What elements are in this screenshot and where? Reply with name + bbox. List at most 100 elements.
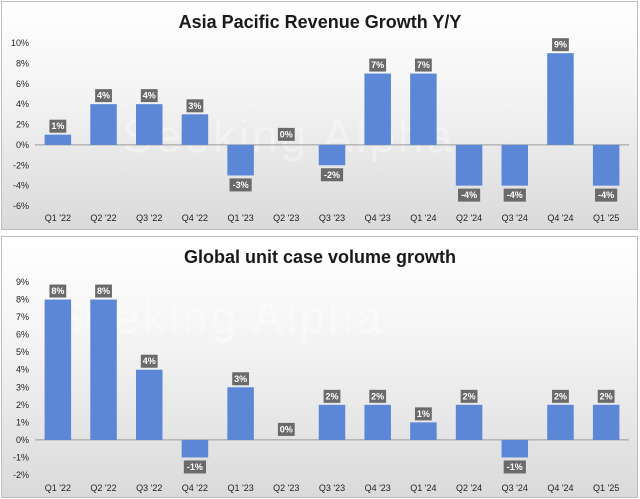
data-label: 2% — [325, 391, 338, 401]
data-label-box — [95, 89, 112, 103]
y-tick-label: 8% — [16, 295, 29, 305]
data-label-box — [595, 188, 618, 202]
chart-title: Global unit case volume growth — [184, 247, 456, 267]
data-label-box — [49, 119, 67, 133]
data-label-box — [414, 407, 432, 421]
data-label: 9% — [554, 40, 567, 50]
y-tick-label: -1% — [13, 452, 29, 462]
data-label: 8% — [97, 286, 110, 296]
y-tick-label: 10% — [11, 38, 29, 48]
x-tick-label: Q1 '23 — [227, 213, 253, 223]
x-tick-label: Q2 '24 — [456, 483, 482, 493]
y-tick-label: 2% — [16, 120, 29, 130]
x-tick-label: Q1 '25 — [593, 483, 619, 493]
x-tick-label: Q3 '24 — [502, 483, 528, 493]
x-tick-label: Q1 '24 — [410, 483, 436, 493]
x-tick-label: Q1 '25 — [593, 213, 619, 223]
data-label: 8% — [51, 286, 64, 296]
bar — [501, 439, 529, 458]
x-tick-label: Q4 '24 — [547, 213, 573, 223]
x-tick-label: Q3 '23 — [319, 213, 345, 223]
x-tick-label: Q4 '23 — [365, 213, 391, 223]
data-label: 0% — [280, 129, 293, 139]
chart-title: Asia Pacific Revenue Growth Y/Y — [179, 12, 462, 32]
data-label: -1% — [507, 462, 523, 472]
x-tick-label: Q2 '23 — [273, 483, 299, 493]
bar — [547, 404, 574, 440]
x-tick-label: Q1 '22 — [45, 483, 71, 493]
y-tick-label: 9% — [16, 277, 29, 287]
data-label: -2% — [324, 170, 340, 180]
data-label-box — [232, 372, 250, 386]
x-tick-label: Q1 '22 — [45, 213, 71, 223]
data-label: 7% — [417, 60, 430, 70]
data-label-box — [369, 389, 387, 403]
y-tick-label: 0% — [16, 140, 29, 150]
data-label: 1% — [51, 121, 64, 131]
x-tick-label: Q1 '23 — [227, 483, 253, 493]
y-tick-label: 3% — [16, 382, 29, 392]
y-tick-label: 5% — [16, 347, 29, 357]
bar — [501, 144, 529, 186]
data-label: 2% — [371, 391, 384, 401]
data-label-box — [320, 168, 344, 182]
y-tick-label: 8% — [16, 58, 29, 68]
y-tick-label: 6% — [16, 79, 29, 89]
bar — [135, 104, 163, 145]
y-tick-label: -2% — [13, 160, 29, 170]
data-label: 4% — [97, 91, 110, 101]
x-tick-label: Q4 '22 — [182, 213, 208, 223]
y-tick-label: 4% — [16, 99, 29, 109]
x-tick-label: Q4 '24 — [547, 483, 573, 493]
bar — [592, 144, 620, 186]
bar — [592, 404, 620, 440]
data-label-box — [95, 284, 112, 298]
data-label-box — [49, 284, 67, 298]
bar — [455, 404, 483, 440]
data-label-box — [183, 460, 207, 474]
data-label-box — [503, 460, 526, 474]
y-tick-label: 0% — [16, 435, 29, 445]
bar — [181, 439, 209, 458]
x-tick-label: Q2 '23 — [273, 213, 299, 223]
x-tick-label: Q1 '24 — [410, 213, 436, 223]
bar — [410, 73, 437, 145]
data-label-box — [277, 422, 295, 436]
y-tick-label: 6% — [16, 330, 29, 340]
x-tick-label: Q3 '23 — [319, 483, 345, 493]
data-label-box — [369, 58, 387, 72]
bar — [90, 299, 117, 440]
data-label: -3% — [233, 180, 249, 190]
y-tick-label: -2% — [13, 470, 29, 480]
bar — [364, 73, 391, 145]
x-tick-label: Q4 '22 — [182, 483, 208, 493]
bar — [181, 114, 209, 145]
data-label-box — [552, 389, 569, 403]
data-label: 3% — [234, 374, 247, 384]
bar — [318, 144, 346, 166]
data-label-box — [457, 188, 481, 202]
bar — [547, 53, 574, 145]
data-label: 2% — [600, 391, 613, 401]
data-label: 4% — [143, 356, 156, 366]
data-label: 0% — [280, 424, 293, 434]
data-label-box — [503, 188, 526, 202]
data-label-box — [277, 127, 295, 141]
data-label-box — [140, 89, 158, 103]
data-label: 2% — [554, 391, 567, 401]
x-tick-label: Q2 '24 — [456, 213, 482, 223]
bar — [410, 422, 437, 440]
data-label: -4% — [507, 190, 523, 200]
bar — [44, 299, 72, 440]
bar — [135, 369, 163, 440]
data-label-box — [597, 389, 615, 403]
bar — [227, 144, 254, 176]
x-tick-label: Q3 '22 — [136, 483, 162, 493]
data-label-box — [229, 178, 252, 192]
asia-pacific-revenue-chart: Asia Pacific Revenue Growth Y/Y Seeking … — [1, 1, 638, 230]
y-tick-label: 2% — [16, 400, 29, 410]
y-tick-label: 7% — [16, 312, 29, 322]
data-label-box — [414, 58, 432, 72]
x-tick-label: Q3 '24 — [502, 213, 528, 223]
bar — [44, 134, 72, 145]
